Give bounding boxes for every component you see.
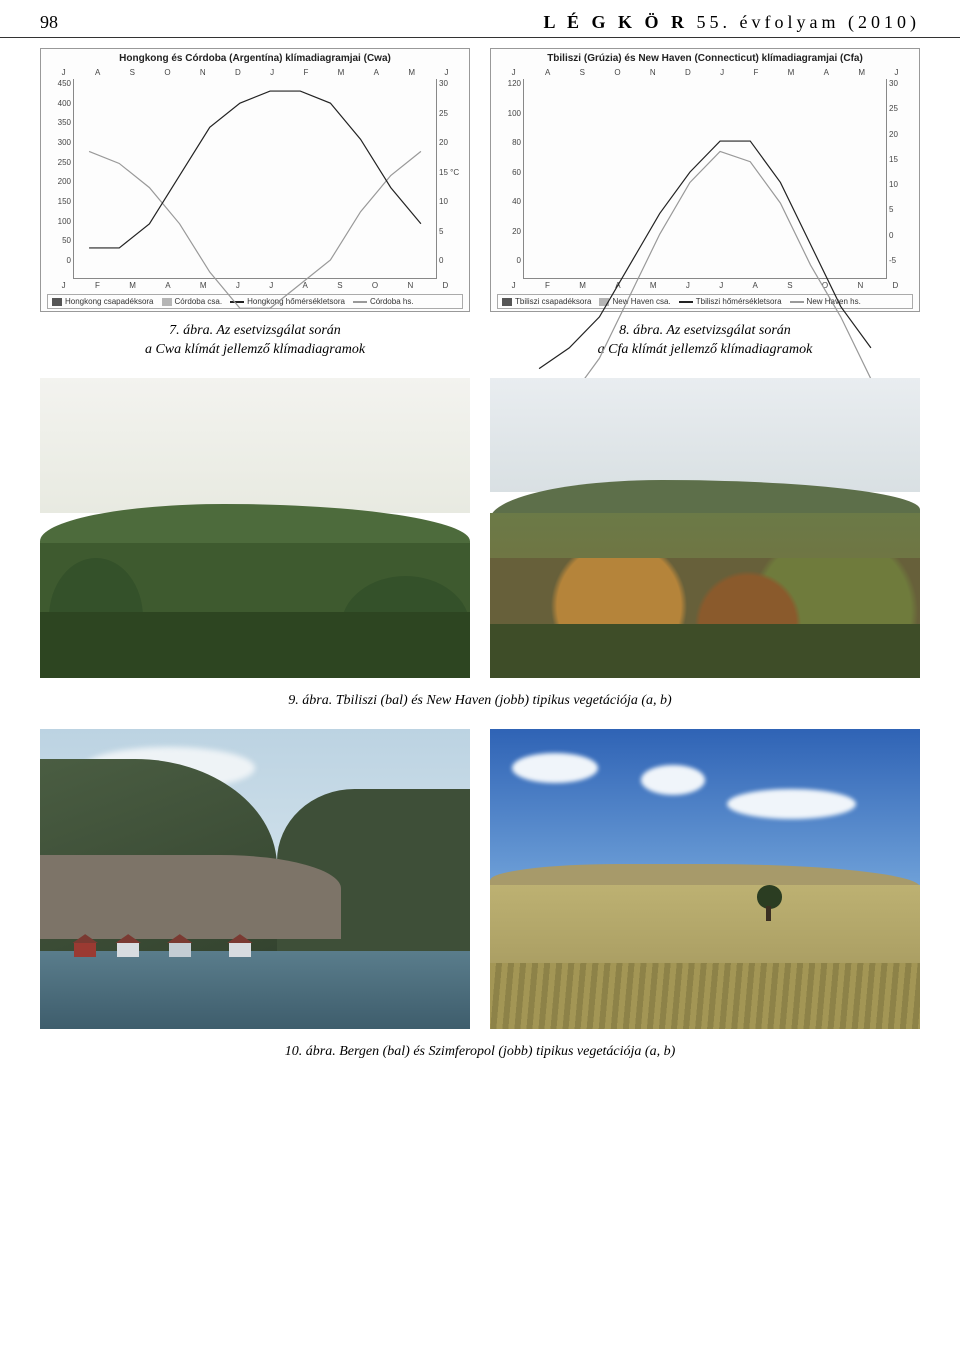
chart-left-xtop: JASONDJFMAMJ xyxy=(47,68,463,79)
foreground xyxy=(490,624,920,678)
volume-year: 55. évfolyam (2010) xyxy=(697,12,920,32)
tree-trunk xyxy=(766,906,771,921)
chart-left-title: Hongkong és Córdoba (Argentína) klímadia… xyxy=(47,53,463,64)
house xyxy=(74,942,96,957)
water xyxy=(40,951,470,1029)
chart-right-yaxis-right: 302520151050-5 xyxy=(887,79,913,279)
chart-left-yaxis-left: 450400350300250200150100500 xyxy=(47,79,73,279)
photo-10a xyxy=(40,729,470,1029)
cloud xyxy=(727,789,856,819)
cloud xyxy=(512,753,598,783)
foreground xyxy=(490,963,920,1029)
photo-row-9 xyxy=(0,374,960,682)
legend-swatch xyxy=(52,298,62,306)
chart-left: Hongkong és Córdoba (Argentína) klímadia… xyxy=(40,48,470,312)
photo-9b xyxy=(490,378,920,678)
cloud xyxy=(641,765,706,795)
chart-left-yaxis-right: 30252015 °C1050 xyxy=(437,79,463,279)
house xyxy=(169,942,191,957)
house xyxy=(229,942,251,957)
sky xyxy=(40,378,470,513)
chart-right: Tbiliszi (Grúzia) és New Haven (Connecti… xyxy=(490,48,920,312)
chart-left-area: 450400350300250200150100500 30252015 °C1… xyxy=(47,79,463,279)
chart-right-plot xyxy=(523,79,887,279)
chart-right-title: Tbiliszi (Grúzia) és New Haven (Connecti… xyxy=(497,53,913,64)
journal-name: L É G K Ö R xyxy=(544,12,689,32)
legend-swatch xyxy=(502,298,512,306)
rock xyxy=(40,855,341,939)
sky xyxy=(490,378,920,492)
chart-right-xtop: JASONDJFMAMJ xyxy=(497,68,913,79)
photo-9a xyxy=(40,378,470,678)
chart-left-plot xyxy=(73,79,437,279)
caption-10: 10. ábra. Bergen (bal) és Szimferopol (j… xyxy=(0,1033,960,1076)
chart-right-area: 120100806040200 302520151050-5 xyxy=(497,79,913,279)
page-number: 98 xyxy=(40,12,58,33)
foreground xyxy=(40,612,470,678)
house xyxy=(117,942,139,957)
chart-right-yaxis-left: 120100806040200 xyxy=(497,79,523,279)
charts-row: Hongkong és Córdoba (Argentína) klímadia… xyxy=(0,48,960,312)
journal-title: L É G K Ö R 55. évfolyam (2010) xyxy=(544,12,921,33)
photo-row-10 xyxy=(0,725,960,1033)
photo-10b xyxy=(490,729,920,1029)
caption-9: 9. ábra. Tbiliszi (bal) és New Haven (jo… xyxy=(0,682,960,725)
page-header: 98 L É G K Ö R 55. évfolyam (2010) xyxy=(0,0,960,38)
